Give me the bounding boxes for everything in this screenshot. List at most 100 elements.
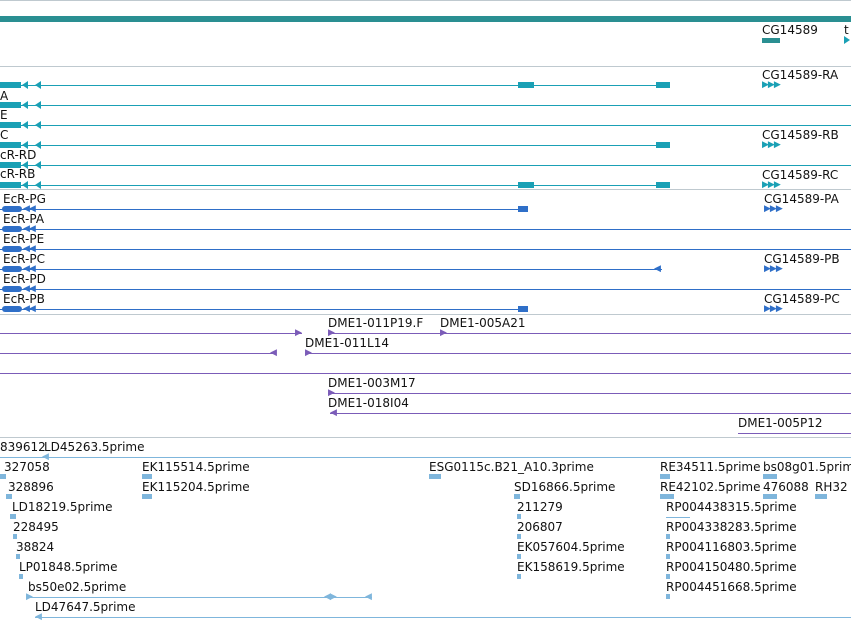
est-label-476088[interactable]: 476088 (763, 480, 809, 494)
est-label-ek115514[interactable]: EK115514.5prime (142, 460, 250, 474)
protein-label-ecr-pg[interactable]: EcR-PG (3, 192, 46, 206)
mrna-label-cg14589-rc[interactable]: CG14589-RC (762, 168, 839, 182)
protein-label-ecr-pa[interactable]: EcR-PA (3, 212, 45, 226)
mrna-row-1-line[interactable] (0, 85, 670, 86)
mrna-label-cg14589-ra[interactable]: CG14589-RA (762, 68, 839, 82)
mrna-row-3-exon[interactable] (0, 122, 21, 128)
clone-label-dme1-011p19[interactable]: DME1-011P19.F (328, 316, 424, 330)
est-row-2-glyph-2[interactable] (142, 474, 152, 479)
mrna-row-5-exon[interactable] (0, 162, 21, 168)
protein-label-cg14589-pa[interactable]: CG14589-PA (764, 192, 839, 206)
est-row-7-glyph-1[interactable] (19, 574, 23, 579)
est-row-9-line[interactable] (35, 617, 851, 618)
est-row-6-glyph-1[interactable] (16, 554, 20, 559)
est-label-rp004338283[interactable]: RP004338283.5prime (666, 520, 797, 534)
protein-row-6-exon[interactable] (2, 306, 22, 312)
est-row-2-glyph-3[interactable] (429, 474, 441, 479)
est-label-sd16866[interactable]: SD16866.5prime (514, 480, 616, 494)
est-label-rp004451668[interactable]: RP004451668.5prime (666, 580, 797, 594)
clone-row-4-line[interactable] (328, 393, 851, 394)
est-row-4-glyph-2[interactable] (517, 514, 521, 519)
est-label-ek057604[interactable]: EK057604.5prime (517, 540, 625, 554)
est-label-ek115204[interactable]: EK115204.5prime (142, 480, 250, 494)
est-label-bs08g01[interactable]: bs08g01.5prime (763, 460, 851, 474)
mrna-label-left-4[interactable]: cR-RD (0, 148, 37, 162)
est-label-ek158619[interactable]: EK158619.5prime (517, 560, 625, 574)
mrna-row-6-exon-2[interactable] (518, 182, 534, 188)
clone-row-1-line[interactable] (0, 333, 302, 334)
est-label-rp004438315[interactable]: RP004438315.5prime (666, 500, 797, 514)
protein-row-4-exon[interactable] (2, 266, 22, 272)
protein-row-3-exon[interactable] (2, 246, 22, 252)
est-row-6-glyph-2[interactable] (517, 554, 521, 559)
mrna-row-6-exon[interactable] (0, 182, 21, 188)
mrna-row-4-line[interactable] (0, 145, 670, 146)
protein-row-5-exon[interactable] (2, 286, 22, 292)
mrna-row-5-line[interactable] (0, 165, 851, 166)
protein-label-ecr-pb[interactable]: EcR-PB (3, 292, 45, 306)
est-row-2-glyph-5[interactable] (763, 474, 777, 479)
gene-label-truncated[interactable]: t (844, 23, 849, 37)
mrna-label-left-3[interactable]: C (0, 128, 9, 142)
est-label-rp004116803[interactable]: RP004116803.5prime (666, 540, 797, 554)
mrna-row-1-exon-3[interactable] (656, 82, 670, 88)
est-row-3-glyph-1[interactable] (6, 494, 12, 499)
est-row-3-glyph-4[interactable] (660, 494, 674, 499)
mrna-row-1-exon-2[interactable] (518, 82, 534, 88)
est-row-5-glyph-2[interactable] (517, 534, 521, 539)
est-row-7-glyph-2[interactable] (517, 574, 521, 579)
est-label-328896[interactable]: 328896 (8, 480, 54, 494)
est-label-bs50e02[interactable]: bs50e02.5prime (28, 580, 127, 594)
clone-label-dme1-018i04[interactable]: DME1-018I04 (328, 396, 409, 410)
est-label-839612[interactable]: 839612 (0, 440, 46, 454)
est-label-esg0115c[interactable]: ESG0115c.B21_A10.3prime (429, 460, 594, 474)
gene-cg14589-glyph[interactable] (762, 38, 780, 43)
est-row-3-glyph-2[interactable] (142, 494, 152, 499)
est-row-7-glyph-3[interactable] (666, 574, 670, 579)
est-row-4-line[interactable] (666, 517, 690, 518)
est-row-4-glyph-1[interactable] (10, 514, 16, 519)
protein-label-cg14589-pc[interactable]: CG14589-PC (764, 292, 840, 306)
protein-row-2-line[interactable] (0, 229, 851, 230)
est-label-228495[interactable]: 228495 (13, 520, 59, 534)
protein-row-1-exon[interactable] (2, 206, 22, 212)
protein-row-2-exon[interactable] (2, 226, 22, 232)
est-row-3-glyph-3[interactable] (514, 494, 520, 499)
clone-row-1b-line[interactable] (328, 333, 851, 334)
gene-truncated-arrow[interactable] (844, 36, 850, 44)
est-label-re34511[interactable]: RE34511.5prime (660, 460, 761, 474)
gene-span-bar[interactable] (0, 16, 851, 22)
gene-label-cg14589[interactable]: CG14589 (762, 23, 818, 37)
est-row-3-glyph-5[interactable] (763, 494, 777, 499)
mrna-row-6-line[interactable] (0, 185, 670, 186)
protein-label-cg14589-pb[interactable]: CG14589-PB (764, 252, 840, 266)
clone-row-5-line[interactable] (330, 413, 851, 414)
mrna-row-6-exon-3[interactable] (656, 182, 670, 188)
clone-label-dme1-011l14[interactable]: DME1-011L14 (305, 336, 389, 350)
protein-row-5-line[interactable] (0, 289, 851, 290)
mrna-label-left-2[interactable]: E (0, 108, 8, 122)
clone-row-2-line[interactable] (0, 353, 276, 354)
clone-row-6-line[interactable] (738, 433, 851, 434)
est-row-2-glyph-4[interactable] (660, 474, 670, 479)
est-label-lp01848[interactable]: LP01848.5prime (19, 560, 118, 574)
protein-row-4-line[interactable] (0, 269, 662, 270)
est-row-8-glyph[interactable] (666, 594, 670, 599)
mrna-row-4-exon[interactable] (0, 142, 21, 148)
protein-label-ecr-pe[interactable]: EcR-PE (3, 232, 45, 246)
est-row-1-line[interactable] (0, 457, 851, 458)
protein-row-1-line[interactable] (0, 209, 528, 210)
est-label-38824[interactable]: 38824 (16, 540, 55, 554)
mrna-row-2-exon[interactable] (0, 102, 21, 108)
est-row-5-glyph-3[interactable] (666, 534, 670, 539)
est-label-327058[interactable]: 327058 (4, 460, 50, 474)
clone-row-2b-line[interactable] (305, 353, 851, 354)
mrna-row-3-line[interactable] (0, 125, 851, 126)
protein-row-1-exon-2[interactable] (518, 206, 528, 212)
est-label-ld45263[interactable]: LD45263.5prime (44, 440, 145, 454)
est-row-5-glyph-1[interactable] (13, 534, 17, 539)
protein-row-6-line[interactable] (0, 309, 528, 310)
mrna-label-cg14589-rb[interactable]: CG14589-RB (762, 128, 839, 142)
clone-label-dme1-005p12[interactable]: DME1-005P12 (738, 416, 823, 430)
protein-row-6-exon-2[interactable] (518, 306, 528, 312)
